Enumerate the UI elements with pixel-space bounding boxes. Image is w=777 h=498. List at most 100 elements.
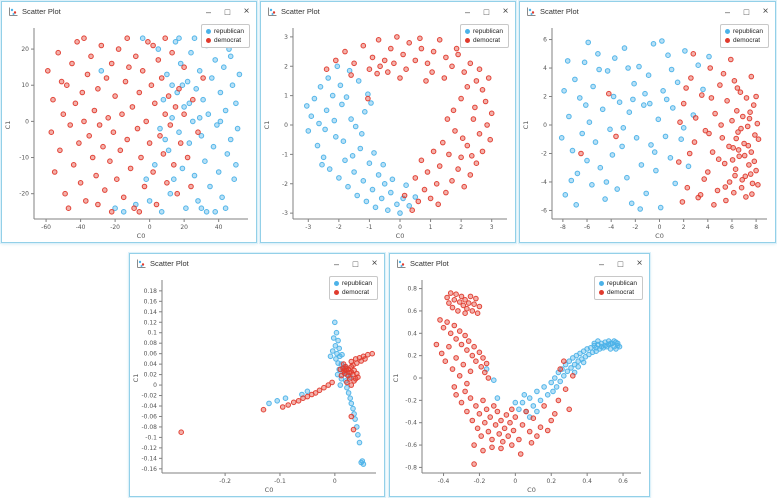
legend-item-republican: republican bbox=[465, 27, 503, 36]
democrat-points bbox=[323, 34, 495, 213]
svg-text:0.18: 0.18 bbox=[144, 288, 158, 295]
legend-label: republican bbox=[733, 28, 763, 35]
minimize-button[interactable]: – bbox=[333, 258, 339, 269]
svg-text:-0.4: -0.4 bbox=[405, 420, 417, 427]
legend-item-democrat: democrat bbox=[599, 288, 637, 297]
svg-text:-1: -1 bbox=[282, 151, 288, 158]
svg-text:-0.06: -0.06 bbox=[141, 413, 157, 420]
svg-text:-6: -6 bbox=[541, 207, 547, 214]
scatter-canvas: -8 -6 -4 -2 0 2 4 6 8 -6 -4 -2 0 2 4 6 C0 C1 bbox=[522, 28, 767, 240]
close-button[interactable]: × bbox=[243, 6, 250, 17]
svg-text:20: 20 bbox=[180, 224, 188, 231]
window-title: Scatter Plot bbox=[150, 259, 189, 268]
legend-item-democrat: democrat bbox=[334, 288, 372, 297]
democrat-points bbox=[433, 290, 576, 467]
window-titlebar[interactable]: Scatter Plot – □ × bbox=[390, 254, 649, 273]
svg-text:0.12: 0.12 bbox=[144, 319, 158, 326]
democrat-points bbox=[178, 286, 375, 435]
svg-text:-3: -3 bbox=[305, 224, 311, 231]
window-controls: – □ × bbox=[458, 2, 515, 21]
svg-text:-2: -2 bbox=[336, 224, 342, 231]
svg-text:-4: -4 bbox=[608, 224, 614, 231]
svg-text:0.14: 0.14 bbox=[144, 309, 158, 316]
republican-points bbox=[98, 35, 243, 215]
scatter-plot-window: Scatter Plot – □ × republican democrat -8… bbox=[519, 1, 776, 243]
minimize-button[interactable]: – bbox=[724, 6, 730, 17]
minimize-button[interactable]: – bbox=[598, 258, 604, 269]
democrat-swatch-icon bbox=[334, 290, 339, 295]
legend-label: democrat bbox=[607, 289, 635, 296]
window-titlebar[interactable]: Scatter Plot – □ × bbox=[2, 2, 256, 21]
scatter-plot-icon bbox=[397, 259, 406, 268]
svg-text:4: 4 bbox=[543, 65, 547, 72]
svg-text:-10: -10 bbox=[19, 155, 29, 162]
svg-text:8: 8 bbox=[754, 224, 758, 231]
y-axis-label: C1 bbox=[4, 121, 12, 130]
svg-text:0: 0 bbox=[148, 224, 152, 231]
y-axis-label: C1 bbox=[263, 121, 271, 130]
legend: republican democrat bbox=[594, 276, 643, 300]
close-button[interactable]: × bbox=[762, 6, 769, 17]
legend-item-republican: republican bbox=[725, 27, 763, 36]
scatter-plot-icon bbox=[9, 7, 18, 16]
scatter-plot-window: Scatter Plot – □ × republican democrat -0… bbox=[129, 253, 385, 497]
svg-text:0.2: 0.2 bbox=[546, 478, 556, 485]
window-title: Scatter Plot bbox=[410, 259, 449, 268]
svg-text:3: 3 bbox=[284, 34, 288, 41]
maximize-button[interactable]: □ bbox=[617, 258, 624, 269]
minimize-button[interactable]: – bbox=[464, 6, 470, 17]
svg-text:0: 0 bbox=[543, 122, 547, 129]
minimize-button[interactable]: – bbox=[205, 6, 211, 17]
scatter-plot-icon bbox=[527, 7, 536, 16]
svg-text:6: 6 bbox=[543, 37, 547, 44]
svg-text:0.4: 0.4 bbox=[582, 478, 592, 485]
maximize-button[interactable]: □ bbox=[352, 258, 359, 269]
scatter-plot-icon bbox=[268, 7, 277, 16]
maximize-button[interactable]: □ bbox=[483, 6, 490, 17]
legend-item-democrat: democrat bbox=[206, 36, 244, 45]
svg-text:0.06: 0.06 bbox=[144, 351, 158, 358]
close-button[interactable]: × bbox=[502, 6, 509, 17]
legend-item-republican: republican bbox=[206, 27, 244, 36]
x-axis-label: C0 bbox=[396, 232, 405, 240]
legend-item-republican: republican bbox=[599, 279, 637, 288]
svg-text:0.02: 0.02 bbox=[144, 372, 158, 379]
svg-text:-0.04: -0.04 bbox=[141, 403, 157, 410]
window-titlebar[interactable]: Scatter Plot – □ × bbox=[520, 2, 775, 21]
svg-text:-0.14: -0.14 bbox=[141, 455, 157, 462]
maximize-button[interactable]: □ bbox=[224, 6, 231, 17]
window-titlebar[interactable]: Scatter Plot – □ × bbox=[261, 2, 515, 21]
legend: republican democrat bbox=[460, 24, 509, 48]
svg-text:-60: -60 bbox=[41, 224, 51, 231]
plot-area: republican democrat -0.4 -0.2 0 0.2 0.4 0.6 -0.… bbox=[390, 273, 649, 496]
svg-text:0: 0 bbox=[25, 118, 29, 125]
republican-swatch-icon bbox=[334, 281, 339, 286]
window-title: Scatter Plot bbox=[540, 7, 579, 16]
svg-text:-0.2: -0.2 bbox=[405, 397, 417, 404]
window-controls: – □ × bbox=[592, 254, 649, 273]
svg-text:-8: -8 bbox=[560, 224, 566, 231]
close-button[interactable]: × bbox=[371, 258, 378, 269]
svg-text:3: 3 bbox=[490, 224, 494, 231]
legend: republican democrat bbox=[201, 24, 250, 48]
svg-text:-4: -4 bbox=[541, 179, 547, 186]
svg-text:-0.02: -0.02 bbox=[141, 393, 157, 400]
republican-swatch-icon bbox=[599, 281, 604, 286]
scatter-canvas: -3 -2 -1 0 1 2 3 -3 -2 -1 0 1 2 3 C0 C1 bbox=[263, 28, 507, 240]
maximize-button[interactable]: □ bbox=[743, 6, 750, 17]
svg-text:-6: -6 bbox=[584, 224, 590, 231]
window-titlebar[interactable]: Scatter Plot – □ × bbox=[130, 254, 384, 273]
svg-text:-0.12: -0.12 bbox=[141, 445, 157, 452]
plot-area: republican democrat -8 -6 -4 -2 0 2 4 6 8 -6 -4 -2 0 2… bbox=[520, 21, 775, 242]
svg-text:4: 4 bbox=[706, 224, 710, 231]
close-button[interactable]: × bbox=[636, 258, 643, 269]
svg-text:0: 0 bbox=[284, 122, 288, 129]
svg-text:-0.6: -0.6 bbox=[405, 442, 417, 449]
y-axis-label: C1 bbox=[522, 121, 530, 130]
democrat-swatch-icon bbox=[599, 290, 604, 295]
svg-text:0.6: 0.6 bbox=[407, 308, 417, 315]
scatter-canvas: -60 -40 -20 0 20 40 -20 -10 0 10 20 C0 C1 bbox=[4, 28, 248, 240]
svg-text:-0.2: -0.2 bbox=[219, 478, 231, 485]
scatter-plot-icon bbox=[137, 259, 146, 268]
svg-text:-0.16: -0.16 bbox=[141, 466, 157, 473]
